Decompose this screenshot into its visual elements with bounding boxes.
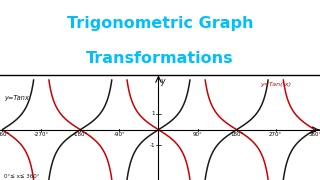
Text: 0°≤ x≤ 360°: 0°≤ x≤ 360° <box>4 174 40 179</box>
Text: 1: 1 <box>151 111 155 116</box>
Text: y=Tan(-x): y=Tan(-x) <box>260 82 292 87</box>
Text: -1: -1 <box>149 143 155 148</box>
Text: -360°: -360° <box>0 132 10 137</box>
Text: 270°: 270° <box>269 132 282 137</box>
Text: y=Tanx: y=Tanx <box>4 95 29 101</box>
Text: -90°: -90° <box>114 132 125 137</box>
Text: Transformations: Transformations <box>86 51 234 66</box>
Text: 90°: 90° <box>193 132 203 137</box>
Text: Trigonometric Graph: Trigonometric Graph <box>67 16 253 31</box>
Text: 180°: 180° <box>230 132 243 137</box>
Text: -270°: -270° <box>34 132 49 137</box>
Text: 360°: 360° <box>308 132 320 137</box>
Text: y: y <box>161 76 165 86</box>
Text: -180°: -180° <box>73 132 88 137</box>
